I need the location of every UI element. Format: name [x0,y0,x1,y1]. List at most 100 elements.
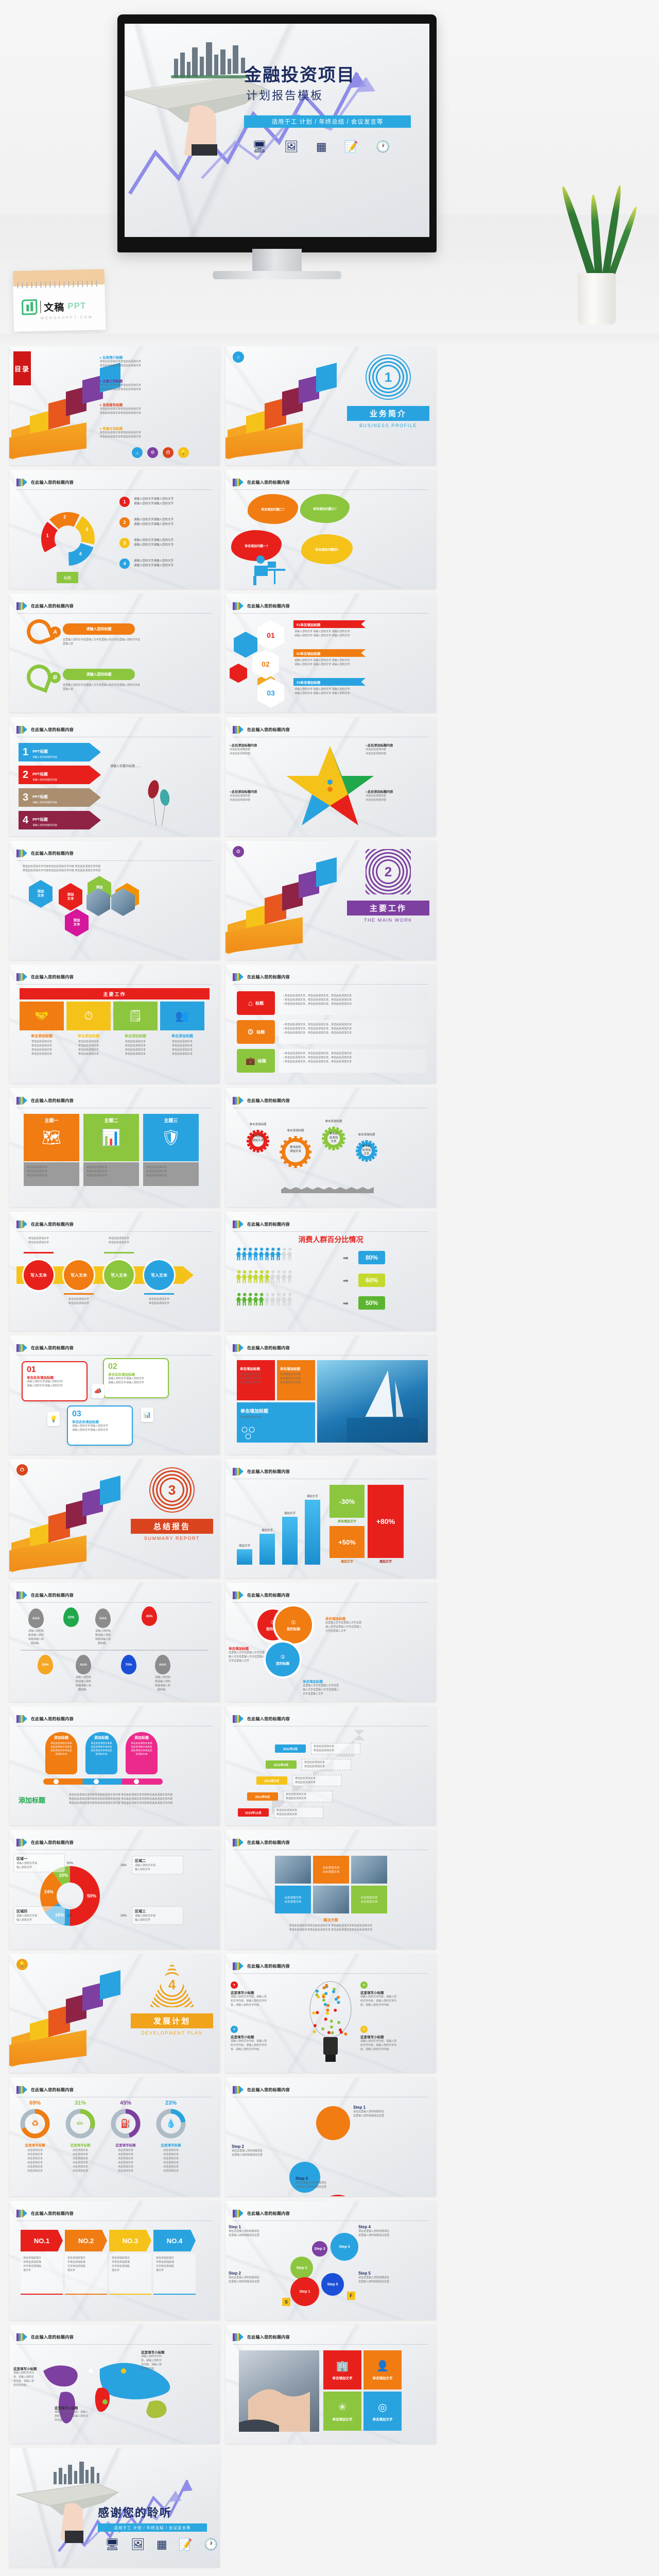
map-callout[interactable]: 这里填写小标题请输入您的文字内容，请输入您的文字内容，请输入您的文字内容。 [13,2366,70,2387]
slide-thumbnail[interactable]: 在此输入您的标题内容 🗺 主题一 单击此处添加文本 单击此处添加文本 单击此处添加文… [9,1088,220,1207]
feature-tile[interactable]: 👤 单击填加文字 [363,2350,402,2389]
tile-block[interactable]: 单击填加标题 单击填加文字内容 单击填加文字内容 单击填加文字内容 [237,1360,275,1400]
slide-thumbnail[interactable]: 在此输入您的标题内容 单击此处 添加文本 单击添加标题 单击此处 添加文本 单击… [226,1088,436,1207]
people-icon[interactable]: 👥 [160,1002,204,1030]
bulb-callout[interactable]: + 这里填写小标题 请输入您的文字内容，请输入您 的文字内容，请输入您的文字内 容，请… [360,2024,422,2052]
process-node[interactable]: 写入文本 [144,1260,174,1290]
no-card-label[interactable]: NO.4 [153,2230,196,2251]
map-callout[interactable]: 这里填写小标题请输入您的文字内容，请输入您的文字内容，请输入您的文字内容。 [55,2405,111,2422]
toc-item[interactable]: ▸ 总结报告标题 单击此处添加文本单击此处添加文本 单击此处添加文本单击此处添加文… [100,402,213,415]
thought-bubble[interactable]: 单击填加问题二? [249,496,297,522]
handshake-icon[interactable]: 🤝 [20,1002,64,1030]
legend-row[interactable]: 2 请输入您的文字请输入您的文字 请输入您的文字请输入您的文字 [119,517,174,528]
bulb-callout[interactable]: + 这里填写小标题 请输入您的文字内容，请输入您 的文字内容，请输入您的文字内 容，请… [231,2024,292,2052]
donut-segment[interactable] [75,516,95,545]
slide-thumbnail[interactable]: 感谢您的聆听 适用于工 计划 / 年终总结 / 会议发言等 🖥 🖼 ▦ 📝 🕐 [9,2448,220,2567]
slide-thumbnail[interactable]: 在此输入您的标题内容 ③ 您的标题 ① 您的标题 ② 您的标题 单击填加标题 这里… [226,1583,436,1702]
bulb-callout[interactable]: + 这里填写小标题 请输入您的文字内容，请输入您 的文字内容，请输入您的文字内 容，请… [360,1979,422,2007]
region-label[interactable]: 区域二 请输入您的文字请 输入您的文字 [132,1856,183,1874]
slide-thumbnail[interactable]: 在此输入您的标题内容 Step 2 Step 3 Step 4 Step 1 S… [226,2201,436,2320]
tile-block[interactable]: 单击填加标题 单击填加文字内容 单击填加文字内容 单击填加文字内容 [277,1360,315,1400]
hex-title[interactable]: 02单击填加标题 [293,649,366,657]
timeline-pin[interactable]: 45% [132,1606,167,1626]
slide-thumbnail[interactable]: 目录 ▸ 业务简介标题 单击此处添加文本单击此处添加文本 单击此处添加文本单击此处… [9,346,220,465]
slide-thumbnail[interactable]: 在此输入您的标题内容 单击填加标题 单击填加文字内容 单击填加文字内容 单击填加文字内… [226,1335,436,1454]
slide-thumbnail[interactable]: 在此输入您的标题内容 点击添加文本 点击添加文本 点击添加文本 点击添加文本 点击添加文… [226,1830,436,1949]
home-icon[interactable]: ⌂ [233,351,244,363]
region-label[interactable]: 区域四 请输入您的文字请 输入您的文字 [13,1906,65,1925]
legend-row[interactable]: 3 请输入您的文字请输入您的文字 请输入您的文字请输入您的文字 [119,538,174,548]
slide-thumbnail[interactable]: 在此输入您的标题内容 消费人群百分比情况 ➡ 80% ➡ 60% ➡ 50% [226,1212,436,1331]
hex-title[interactable]: 01单击填加标题 [293,620,366,628]
star-callout[interactable]: ▪ 此处添加标题内容 点击此处添加内容 点击此处添加内容 [230,789,289,802]
slide-thumbnail[interactable]: 在此输入您的标题内容 写入文本 单击此处添加文字 单击此处添加文字 写入文本 单击… [9,1212,220,1331]
power-icon[interactable]: ⏻ [16,1464,28,1476]
slide-thumbnail[interactable]: 在此输入您的标题内容 添加标题 单击此处添加文本单 击此处添加文本单击 此处添加文本… [9,1706,220,1825]
pill-card[interactable]: 添加标题 单击此处添加文本单 击此处添加文本单击 此处添加文本单击此 处添加文本 [85,1732,117,1774]
step-node[interactable]: Step 2 [290,2257,313,2279]
timeline-pin[interactable]: 50% [28,1655,63,1674]
timeline-pin[interactable]: 70% [111,1655,146,1674]
slide-thumbnail[interactable]: 在此输入您的标题内容 01 01单击填加标题 请输入您的文字 请输入您的文字 请… [226,594,436,713]
slide-thumbnail[interactable]: 在此输入您的标题内容 🏢 单击填加文字 👤 单击填加文字 ✳ 单击填加文字 ◎ … [226,2325,436,2444]
slide-thumbnail[interactable]: 在此输入您的标题内容 单击此处添加文字内容单击此处添加文字内容 单击此处添加文字… [9,841,220,960]
slide-thumbnail[interactable]: 在此输入您的标题内容 这里填写小标题 请输入您的文字内 容，请输入您的文 字内容，请输… [9,2325,220,2444]
slide-thumbnail[interactable]: 在此输入您的标题内容 ▪ 此处添加标题内容 点击此处添加内容 点击此处添加内容 ▪ … [226,717,436,836]
slide-thumbnail[interactable]: 在此输入您的标题内容 + 这里填写小标题 请输入您的文字内容，请输入您 的文字内容，… [226,1954,436,2073]
pill-card[interactable]: 添加标题 单击此处添加文本单 击此处添加文本单击 此处添加文本单击此 处添加文本 [45,1732,77,1774]
slide-thumbnail[interactable]: 💡 4 发展计划 DEVELOPMENT PLAN [9,1954,220,2073]
bulb-callout[interactable]: + 这里填写小标题 请输入您的文字内容，请输入您 的文字内容，请输入您的文字内 容，请… [231,1979,292,2007]
speech-bubble[interactable]: 02 单击此处填加标题 请输入您的文字请输入您的文字 请输入您的文字请输入您的文字 [103,1358,169,1398]
icon-row-badge[interactable]: 💼 标题 [237,1049,275,1073]
process-node[interactable]: 写入文本 [64,1260,94,1290]
hex-label[interactable]: 添加 文本 [65,909,89,937]
toc-item[interactable]: ▸ 业务简介标题 单击此处添加文本单击此处添加文本 单击此处添加文本单击此处添加文… [100,354,213,368]
hex-label[interactable]: 添加 文本 [59,883,82,911]
donut-segment[interactable] [41,522,58,552]
bulb-icon[interactable]: 💡 [16,1959,28,1970]
mosaic-tile[interactable]: 点击添加文本 点击添加文本 [275,1886,311,1913]
arrow-row[interactable]: 3 PPT标题 请输入您的标题的内容 [19,788,101,807]
star-callout[interactable]: ▪ 此处添加标题内容 点击此处添加内容 点击此处添加内容 [366,789,425,802]
slide-thumbnail[interactable]: 在此输入您的标题内容 01 单击此处填加标题 请输入您的文字请输入您的文字 请输入… [9,1335,220,1454]
tile-block[interactable]: 单击填加标题 单击填加文字内容 [237,1402,315,1443]
hex-title[interactable]: 03单击填加标题 [293,678,366,686]
slide-thumbnail[interactable]: 在此输入您的标题内容 1 PPT标题 请输入您的标题的内容 2 PPT标题 请输入您… [9,717,220,836]
timeline-date[interactable]: 2014年6月 [247,1792,278,1801]
legend-row[interactable]: 1 请输入您的文字请输入您的文字 请输入您的文字请输入您的文字 [119,497,174,507]
timeline-pin[interactable]: AAA 请输入您的标 题请输入您的 标题请输入标 题标题。 [19,1608,54,1646]
gear-icon[interactable]: ⚙ [233,846,244,857]
no-card-label[interactable]: NO.3 [109,2230,151,2251]
mosaic-tile[interactable]: 点击添加文本 点击添加文本 [313,1856,349,1884]
slide-thumbnail[interactable]: 在此输入您的标题内容 单击填加问题二? 单击填加问题三? 单击填加问题一? 单击填加问… [226,470,436,589]
overlap-circle[interactable]: ① 您的标题 [275,1606,312,1643]
slide-thumbnail[interactable]: 在此输入您的标题内容 Step 1 请在这里输入您的标题请在 这里输入您的标题请在这… [226,2077,436,2196]
timeline-pin[interactable]: AAA 请输入您的标 题请输入您的 标题请输入标 题标题。 [66,1655,101,1692]
no-card-label[interactable]: NO.2 [65,2230,107,2251]
feature-tile[interactable]: ✳ 单击填加文字 [323,2392,361,2431]
gear-blob[interactable] [318,2108,348,2138]
timeline-pin[interactable]: AAA 请输入您的标 题请输入您的 标题请输入标 题标题。 [85,1608,120,1646]
toc-item[interactable]: ▸ 主要工作标题 单击此处添加文本单击此处添加文本 单击此处添加文本单击此处添加文… [100,378,213,392]
power-icon[interactable]: ⏻ [163,447,174,458]
document-icon[interactable]: 🗒 [113,1002,158,1030]
timeline-date[interactable]: 2011年3月 [275,1744,306,1753]
slide-thumbnail[interactable]: 在此输入您的标题内容 2015年12月 单击此处添加文本 单击此处添加文本 2014… [226,1706,436,1825]
thought-bubble[interactable]: 单击填加问题三? [302,496,348,521]
star-callout[interactable]: ▪ 此处添加标题内容 点击此处添加内容 点击此处添加内容 [230,743,289,756]
hex-number[interactable]: 01 [257,620,284,650]
hex-number[interactable]: 02 [252,649,279,679]
gear-icon[interactable]: ⚙ [147,447,158,458]
thought-bubble[interactable]: 单击填加问题四? [303,536,351,563]
slide-thumbnail[interactable]: 在此输入您的标题内容 主要工作 🤝 单击添加标题 单击此处添加文本 单击此处添加文… [9,964,220,1083]
home-icon[interactable]: ⌂ [132,447,143,458]
timeline-date[interactable]: 2012年4月 [266,1760,297,1769]
step-node[interactable]: Step 5 [321,2273,344,2296]
arrow-row[interactable]: 4 PPT标题 请输入您的标题的内容 [19,811,101,829]
hex-label[interactable]: 添加 文本 [29,880,53,908]
slide-thumbnail[interactable]: 在此输入您的标题内容 ⌂ 标题 ▪ 单击此处添加文本、单击此处添加文本、单击此处… [226,964,436,1083]
map-callout[interactable]: 这里填写小标题请输入您的文字内容，请输入您的文字内容，请输入您的文字内容。 [141,2349,198,2371]
slide-thumbnail[interactable]: 在此输入您的标题内容 NO.1 单击添加段落文 字单击添加段落 文字单击添加段 落文字… [9,2201,220,2320]
slide-thumbnail[interactable]: 在此输入您的标题内容 填加文字 填加文字 填加文字 填加文字 -30% 单击填加… [226,1459,436,1578]
legend-row[interactable]: 4 请输入您的文字请输入您的文字 请输入您的文字请输入您的文字 [119,558,174,569]
